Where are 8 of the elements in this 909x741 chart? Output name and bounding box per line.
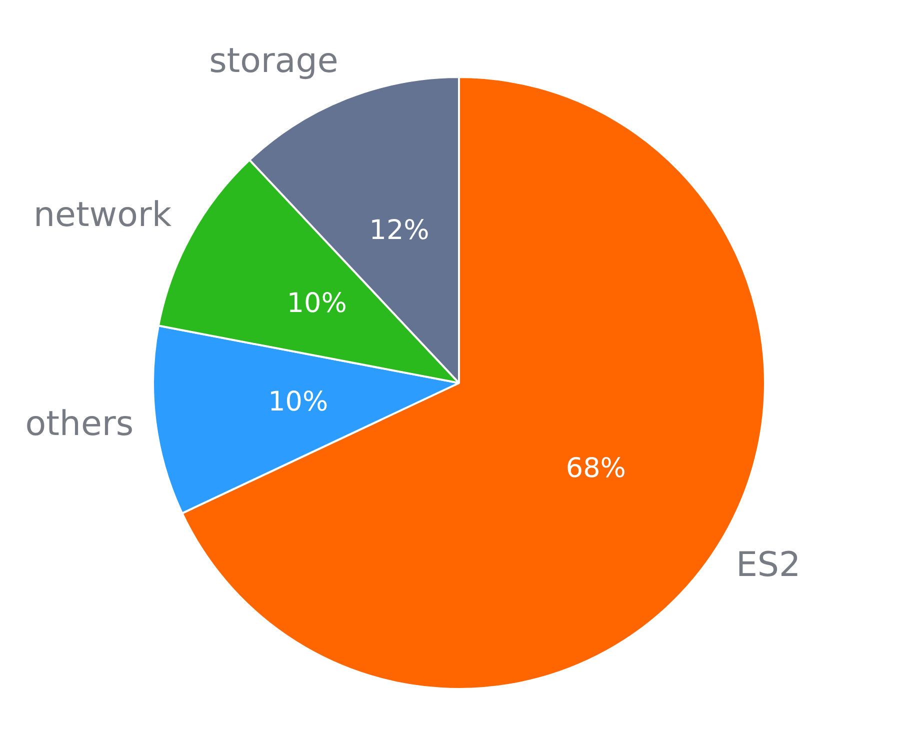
slice-label: storage (209, 40, 338, 81)
slice-label: network (33, 195, 172, 236)
slice-label: others (25, 404, 134, 444)
data-label: 10% (286, 288, 347, 319)
slice-label: ES2 (736, 545, 801, 586)
data-label: 68% (566, 452, 626, 484)
data-label: 12% (369, 215, 430, 246)
data-label: 10% (268, 386, 328, 418)
